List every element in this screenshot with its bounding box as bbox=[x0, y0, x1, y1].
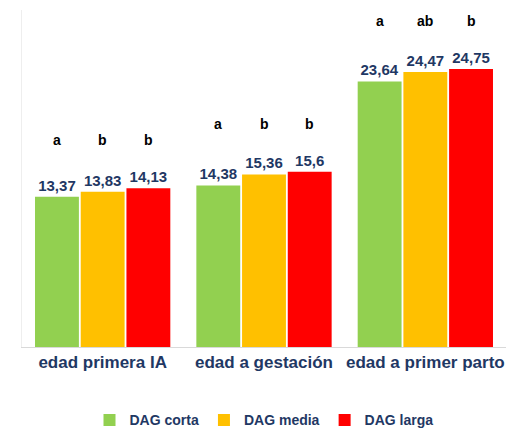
svg-text:14,13: 14,13 bbox=[130, 168, 168, 185]
svg-text:15,36: 15,36 bbox=[245, 154, 283, 171]
svg-text:14,38: 14,38 bbox=[200, 165, 238, 182]
svg-text:24,47: 24,47 bbox=[407, 52, 445, 69]
svg-text:edad a primer parto: edad a primer parto bbox=[346, 353, 505, 372]
svg-text:DAG corta: DAG corta bbox=[130, 412, 199, 428]
svg-text:13,83: 13,83 bbox=[84, 172, 122, 189]
svg-text:a: a bbox=[53, 132, 61, 148]
svg-text:edad primera IA: edad primera IA bbox=[38, 353, 167, 372]
svg-text:b: b bbox=[98, 132, 107, 148]
svg-text:DAG larga: DAG larga bbox=[365, 412, 434, 428]
svg-text:edad a gestación: edad a gestación bbox=[195, 353, 333, 372]
svg-text:23,64: 23,64 bbox=[361, 61, 399, 78]
svg-text:13,37: 13,37 bbox=[38, 177, 76, 194]
svg-text:b: b bbox=[305, 116, 314, 132]
svg-text:DAG media: DAG media bbox=[244, 412, 320, 428]
svg-text:a: a bbox=[376, 13, 384, 29]
svg-text:15,6: 15,6 bbox=[295, 152, 324, 169]
svg-text:24,75: 24,75 bbox=[452, 49, 490, 66]
svg-text:a: a bbox=[214, 116, 222, 132]
svg-text:b: b bbox=[467, 13, 476, 29]
svg-text:b: b bbox=[144, 132, 153, 148]
svg-text:b: b bbox=[260, 116, 269, 132]
svg-text:ab: ab bbox=[417, 13, 433, 29]
